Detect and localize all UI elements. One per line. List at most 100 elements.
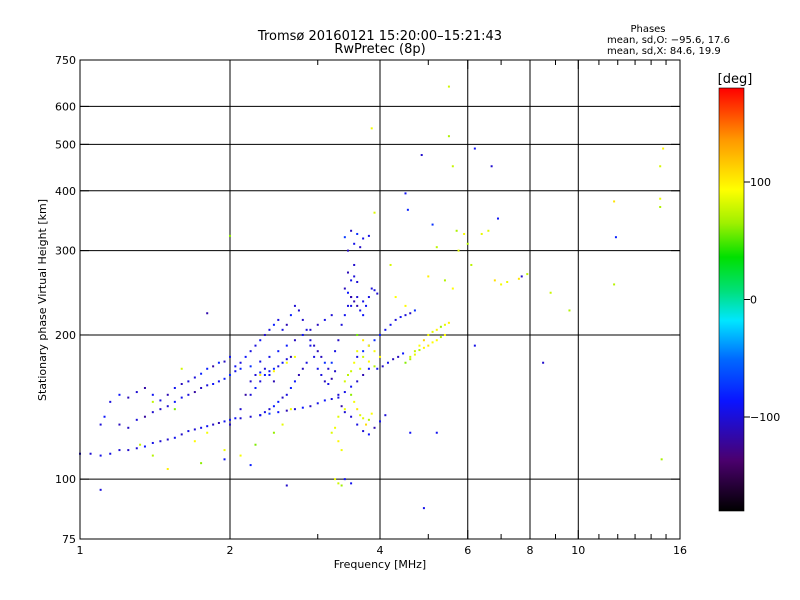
data-point-O (127, 426, 130, 429)
data-point-O (249, 350, 252, 353)
data-point-O (320, 373, 323, 376)
data-point-O (473, 147, 476, 150)
data-point-O (234, 365, 237, 368)
data-point-X (659, 205, 662, 208)
data-point-O (340, 323, 343, 326)
data-point-O (542, 361, 545, 364)
data-point-X (362, 339, 365, 342)
data-point-O (277, 350, 280, 353)
data-point-X (447, 321, 450, 324)
x-tick-label: 2 (227, 544, 234, 557)
data-point-O (249, 365, 252, 368)
data-point-X (289, 408, 292, 411)
data-point-O (394, 318, 397, 321)
data-point-O (259, 360, 262, 363)
data-point-O (193, 376, 196, 379)
data-point-O (431, 223, 434, 226)
data-point-X (259, 373, 262, 376)
data-point-O (239, 408, 242, 411)
data-point-O (263, 333, 266, 336)
data-point-O (343, 478, 346, 481)
data-point-O (367, 433, 370, 436)
data-point-X (340, 449, 343, 452)
y-tick-label: 75 (62, 533, 76, 546)
data-point-O (353, 275, 356, 278)
data-point-X (340, 484, 343, 487)
data-point-O (277, 411, 280, 414)
data-point-O (309, 339, 312, 342)
data-point-O (223, 420, 226, 423)
data-point-O (217, 380, 220, 383)
data-point-O (359, 309, 362, 312)
data-point-O (362, 237, 365, 240)
data-point-O (206, 367, 209, 370)
data-point-O (259, 380, 262, 383)
data-point-X (470, 263, 473, 266)
data-point-O (277, 365, 280, 368)
data-point-X (359, 367, 362, 370)
data-point-O (343, 314, 346, 317)
data-point-O (109, 452, 112, 455)
data-point-X (356, 333, 359, 336)
data-point-O (346, 249, 349, 252)
data-point-X (439, 325, 442, 328)
data-point-X (353, 400, 356, 403)
data-point-X (337, 482, 340, 485)
data-point-O (330, 398, 333, 401)
data-point-X (443, 323, 446, 326)
data-point-X (413, 350, 416, 353)
data-point-X (229, 234, 231, 237)
data-point-O (159, 408, 162, 411)
data-point-X (272, 370, 275, 373)
data-point-O (180, 382, 183, 385)
data-point-O (89, 452, 92, 455)
data-point-O (268, 355, 271, 358)
data-point-O (350, 482, 353, 485)
data-point-O (229, 423, 231, 426)
data-point-X (200, 462, 203, 465)
data-point-O (277, 318, 280, 321)
data-point-O (254, 386, 257, 389)
data-point-O (370, 287, 373, 290)
data-point-X (373, 350, 376, 353)
data-point-O (293, 304, 296, 307)
data-point-O (259, 339, 262, 342)
data-point-O (277, 400, 280, 403)
data-point-O (229, 355, 231, 358)
data-point-O (301, 318, 304, 321)
x-tick-label: 4 (377, 544, 384, 557)
data-point-O (350, 296, 353, 299)
data-point-O (143, 415, 146, 418)
data-point-O (200, 372, 203, 375)
data-point-O (159, 399, 162, 402)
data-point-O (254, 373, 257, 376)
y-tick-label: 600 (55, 100, 76, 113)
data-point-O (435, 431, 438, 434)
data-point-O (404, 192, 407, 195)
colorbar (718, 87, 745, 512)
data-point-X (487, 229, 490, 232)
data-point-X (373, 365, 376, 368)
data-point-O (285, 393, 288, 396)
data-point-X (337, 440, 340, 443)
data-point-O (301, 333, 304, 336)
grid-lines (80, 60, 680, 539)
data-point-O (402, 352, 405, 355)
data-point-X (451, 165, 454, 168)
data-point-O (362, 314, 365, 317)
data-point-O (305, 361, 308, 364)
data-point-X (549, 291, 552, 294)
data-point-O (362, 430, 365, 433)
x-tick-label: 10 (571, 544, 585, 557)
data-point-O (346, 291, 349, 294)
data-point-O (327, 382, 330, 385)
data-point-O (151, 441, 154, 444)
data-point-O (330, 361, 333, 364)
data-point-O (373, 426, 376, 429)
data-point-O (187, 380, 190, 383)
data-point-O (263, 411, 266, 414)
data-point-O (330, 377, 333, 380)
data-point-O (272, 323, 275, 326)
y-tick-label: 400 (55, 185, 76, 198)
data-point-X (367, 344, 370, 347)
